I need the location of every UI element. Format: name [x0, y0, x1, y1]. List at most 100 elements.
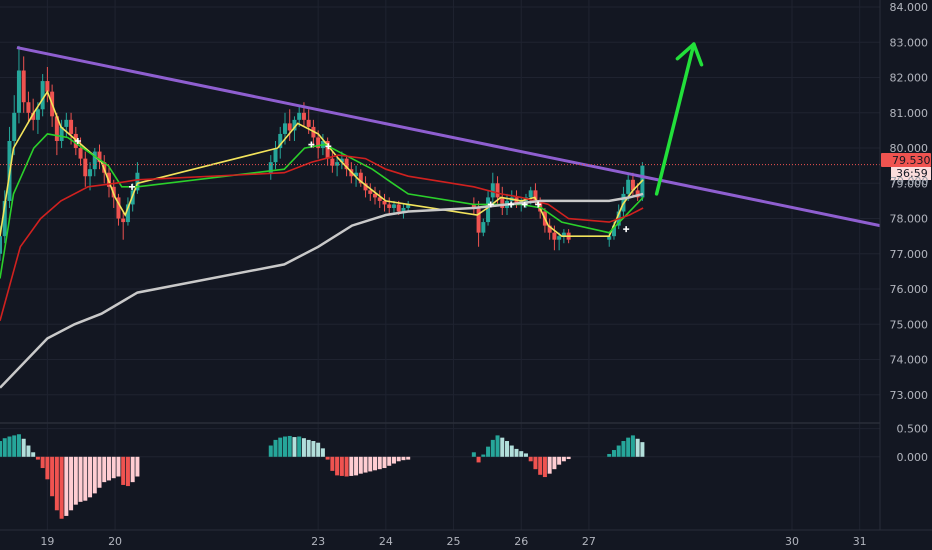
histogram-bar: [21, 438, 26, 457]
histogram-bar: [519, 451, 524, 457]
price-tick-label: 84.000: [890, 1, 929, 14]
price-tags: 79.530 36:59 79.000: [881, 153, 931, 188]
candle-body: [2, 200, 7, 237]
candle-body: [547, 225, 552, 233]
candle-body: [344, 158, 349, 170]
signal-marker: [521, 201, 528, 208]
candle-body: [396, 204, 401, 212]
candle-body: [500, 197, 505, 208]
candle-body: [561, 232, 566, 237]
signal-marker: [308, 141, 315, 148]
histogram-bar: [509, 445, 514, 457]
candle-body: [297, 112, 302, 120]
signal-marker: [129, 183, 135, 190]
candle-body: [528, 190, 533, 198]
candle-body: [0, 236, 2, 254]
histogram-bar: [363, 456, 368, 473]
candle-body: [16, 70, 21, 113]
histogram-bar: [373, 456, 378, 471]
signal-marker: [623, 226, 630, 233]
histogram-bar: [561, 456, 566, 462]
time-ticks: 19 20 23 24 25 26 27 30 31: [40, 535, 866, 548]
signal-markers: [74, 138, 630, 233]
histogram-bar: [83, 456, 88, 501]
arrow-head: [675, 42, 704, 67]
candle-body: [354, 172, 359, 177]
histogram-bar: [349, 456, 354, 476]
candle-body: [69, 119, 74, 134]
histogram-bar: [514, 448, 519, 457]
histogram-bar: [547, 456, 552, 474]
histogram-bar: [97, 456, 102, 488]
time-axis[interactable]: 19 20 23 24 25 26 27 30 31: [0, 529, 932, 550]
candle-body: [358, 172, 363, 184]
price-axis[interactable]: 84.000 83.000 82.000 81.000 80.000 79.000 78.0…: [879, 0, 932, 530]
histogram-bar: [316, 442, 321, 457]
time-tick-label: 23: [311, 535, 325, 548]
histogram-tick-label: 0.500: [897, 423, 929, 436]
price-tick-label: 77.000: [890, 248, 929, 261]
moving-average-line: [0, 154, 644, 322]
candle-body: [552, 232, 557, 240]
histogram-bar: [552, 456, 557, 470]
histogram-bar: [387, 456, 392, 466]
histogram-bar: [135, 456, 140, 477]
histogram: [0, 434, 645, 519]
histogram-bar: [50, 456, 55, 497]
candle-body: [54, 116, 59, 141]
candle-body: [282, 123, 287, 134]
trendline: [16, 46, 881, 228]
histogram-bar: [495, 435, 500, 457]
candle-body: [116, 197, 121, 219]
candle-body: [83, 158, 88, 177]
candle-body: [607, 236, 612, 240]
histogram-bar: [111, 456, 116, 479]
histogram-bar: [45, 456, 50, 480]
candle-body: [21, 70, 26, 103]
histogram-bar: [88, 456, 93, 498]
candle-body: [35, 109, 40, 120]
candle-body: [533, 190, 538, 201]
candle-body: [97, 151, 102, 163]
histogram-bar: [358, 456, 363, 474]
candle-body: [64, 119, 69, 127]
histogram-bar: [130, 456, 135, 483]
candle-body: [406, 204, 411, 208]
histogram-bar: [401, 456, 406, 461]
candle-body: [121, 218, 126, 223]
histogram-bar: [116, 456, 121, 477]
histogram-bar: [611, 450, 616, 457]
histogram-bar: [12, 435, 17, 457]
histogram-bar: [106, 456, 111, 481]
candle-body: [45, 81, 50, 92]
histogram-bar: [486, 446, 491, 457]
histogram-bar: [542, 456, 547, 478]
histogram-bar: [54, 456, 59, 511]
candle-body: [26, 102, 31, 113]
histogram-bar: [391, 456, 396, 464]
histogram-bar: [607, 453, 612, 457]
arrow-annotation: [654, 42, 704, 196]
time-tick-label: 26: [514, 535, 528, 548]
candle-body: [278, 133, 283, 149]
histogram-bar: [306, 439, 311, 457]
candle-body: [292, 119, 297, 131]
histogram-bar: [7, 436, 12, 457]
candle-body: [306, 119, 311, 127]
candle-body: [40, 81, 45, 110]
histogram-bar: [557, 456, 562, 465]
moving-average-line: [0, 192, 644, 389]
moving-averages: [0, 89, 644, 389]
histogram-bar: [382, 456, 387, 469]
candle-body: [325, 141, 330, 159]
histogram-bar: [73, 456, 78, 505]
histogram-bar: [344, 456, 349, 477]
candle-body: [287, 123, 292, 131]
candle-body: [12, 112, 17, 141]
time-tick-label: 20: [108, 535, 122, 548]
candle-body: [630, 179, 635, 191]
time-tick-label: 31: [853, 535, 867, 548]
candle-body: [387, 204, 392, 208]
candle-body: [481, 222, 486, 233]
